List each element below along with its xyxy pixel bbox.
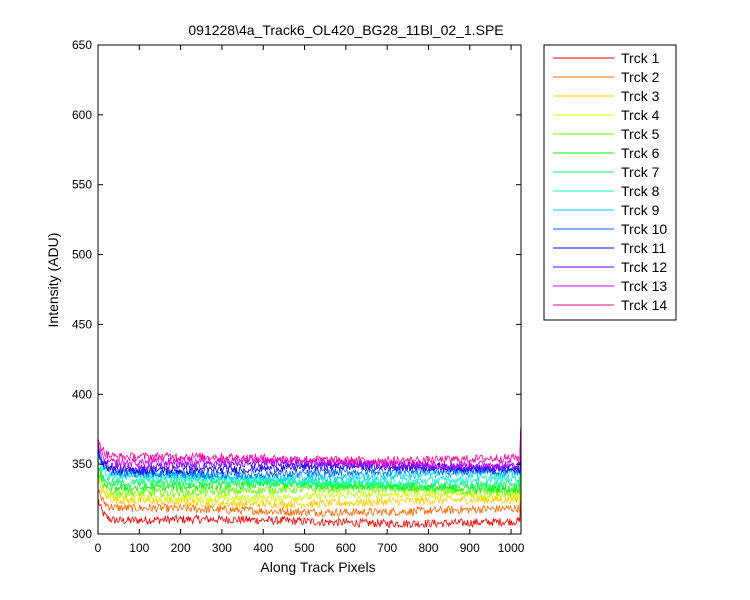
series-line-trck-2 [98, 479, 521, 518]
legend-label-trck-1: Trck 1 [621, 50, 660, 66]
y-tick-label: 650 [72, 38, 92, 52]
legend-label-trck-9: Trck 9 [621, 202, 660, 218]
series-line-trck-9 [98, 444, 521, 483]
legend-label-trck-5: Trck 5 [621, 126, 660, 142]
series-line-trck-1 [98, 489, 521, 529]
y-tick-label: 550 [72, 178, 92, 192]
legend-label-trck-6: Trck 6 [621, 145, 660, 161]
chart-title: 091228\4a_Track6_OL420_BG28_11Bl_02_1.SP… [188, 22, 503, 38]
x-tick-label: 500 [295, 541, 315, 555]
legend-label-trck-10: Trck 10 [621, 221, 667, 237]
series-line-trck-10 [98, 441, 521, 481]
legend-label-trck-4: Trck 4 [621, 107, 660, 123]
x-tick-label: 100 [129, 541, 149, 555]
legend-label-trck-8: Trck 8 [621, 183, 660, 199]
y-tick-label: 400 [72, 387, 92, 401]
legend-label-trck-7: Trck 7 [621, 164, 660, 180]
legend-label-trck-2: Trck 2 [621, 69, 660, 85]
legend: Trck 1 Trck 2 Trck 3 Trck 4 Trck 5 Trck 6 Trck… [543, 44, 677, 321]
legend-label-trck-11: Trck 11 [621, 240, 666, 256]
legend-box [543, 44, 677, 321]
y-tick-label: 350 [72, 457, 92, 471]
series-line-trck-4 [98, 465, 521, 504]
x-tick-label: 600 [336, 541, 356, 555]
series-line-trck-14 [98, 427, 521, 467]
plot-frame [97, 44, 522, 535]
y-tick-label: 300 [72, 527, 92, 541]
y-tick-label: 450 [72, 317, 92, 331]
x-tick-label: 200 [171, 541, 191, 555]
y-tick-label: 500 [72, 248, 92, 262]
legend-label-trck-12: Trck 12 [621, 259, 667, 275]
x-tick-label: 0 [95, 541, 102, 555]
x-tick-label: 400 [253, 541, 273, 555]
legend-label-trck-13: Trck 13 [621, 278, 667, 294]
series-line-trck-13 [98, 431, 521, 470]
y-tick-label: 600 [72, 108, 92, 122]
series-group [98, 427, 521, 529]
x-tick-label: 300 [212, 541, 232, 555]
x-axis: 0 100 200 300 400 500 600 700 800 900 1000 [95, 45, 525, 555]
x-axis-label: Along Track Pixels [260, 559, 375, 575]
x-tick-label: 700 [377, 541, 397, 555]
legend-label-trck-3: Trck 3 [621, 88, 660, 104]
series-line-trck-8 [98, 448, 521, 487]
plot-area [98, 45, 521, 534]
y-axis: 300 350 400 450 500 550 600 650 [72, 38, 521, 541]
x-tick-label: 1000 [498, 541, 525, 555]
y-axis-label: Intensity (ADU) [45, 233, 61, 328]
x-tick-label: 900 [460, 541, 480, 555]
x-tick-label: 800 [418, 541, 438, 555]
legend-label-trck-14: Trck 14 [621, 297, 667, 313]
